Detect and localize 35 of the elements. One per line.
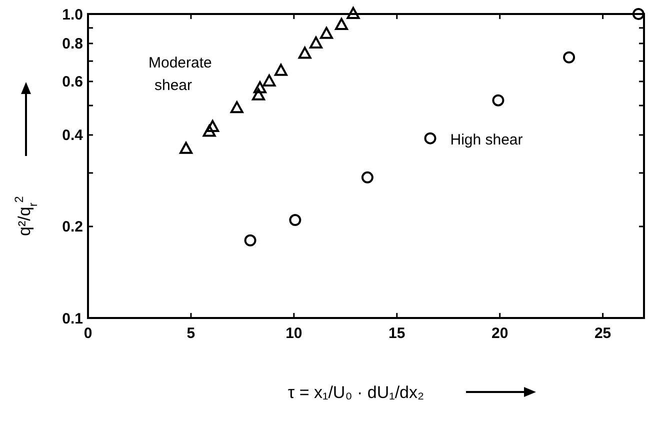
x-tick-label: 10 (286, 325, 302, 342)
point (252, 88, 266, 100)
point (253, 81, 266, 94)
x-tick-label: 25 (594, 325, 612, 342)
point (424, 132, 436, 144)
x-tick-label: 0 (84, 325, 92, 342)
series-label: High shear (450, 131, 523, 148)
point (206, 120, 220, 132)
x-tick-label: 20 (492, 325, 508, 342)
point (563, 51, 576, 64)
point (361, 171, 374, 184)
x-axis-title: τ = x₁/U₀ · dU₁/dx₂ (288, 383, 424, 402)
point (244, 234, 256, 246)
y-tick-label: 1.0 (62, 6, 83, 24)
y-tick-label: 0.4 (62, 127, 84, 144)
point (346, 7, 360, 19)
point (334, 18, 348, 30)
point (320, 26, 333, 39)
y-tick-label: 0.6 (62, 74, 83, 91)
point (202, 124, 216, 137)
point (309, 36, 322, 48)
series-label: Moderate shear (148, 54, 212, 94)
point (289, 214, 302, 226)
point (632, 8, 644, 20)
y-tick-label: 0.8 (62, 36, 83, 53)
y-tick-label: 0.1 (62, 310, 83, 328)
point (298, 46, 312, 59)
x-tick-label: 5 (186, 325, 196, 342)
point (274, 64, 288, 76)
y-tick-label: 0.2 (62, 218, 83, 236)
point (230, 101, 244, 114)
point (180, 142, 193, 154)
x-tick-label: 15 (388, 325, 406, 342)
point (492, 94, 504, 106)
point (262, 74, 276, 86)
